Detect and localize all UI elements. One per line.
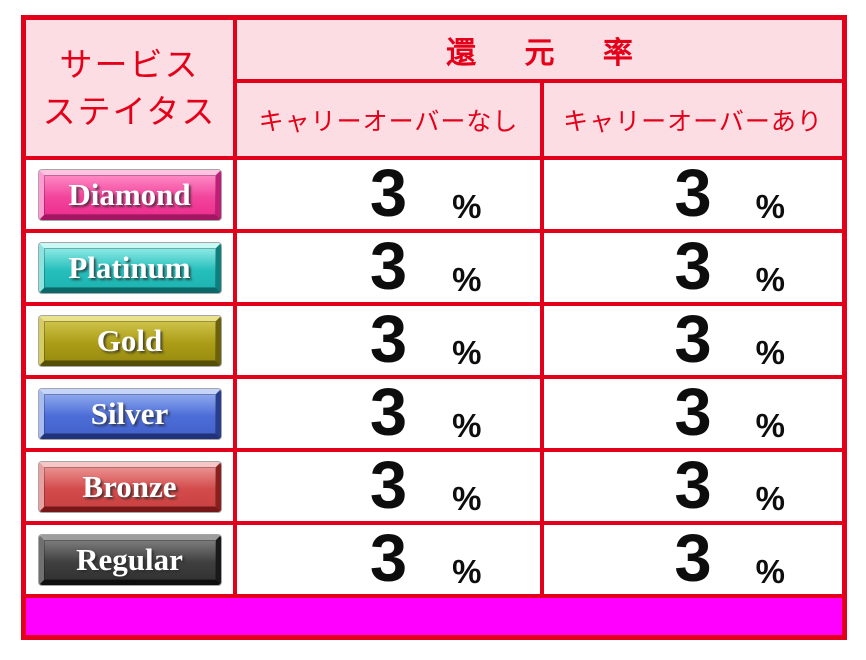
- value-cell-regular-no-carryover: 3 %: [237, 525, 540, 594]
- tier-badge-regular: Regular: [38, 534, 221, 585]
- tier-cell-gold: Gold: [26, 306, 233, 375]
- percent-sign: %: [452, 261, 482, 298]
- rate-number: 3: [369, 520, 408, 596]
- percent-sign: %: [755, 334, 785, 371]
- tier-badge-bronze: Bronze: [38, 461, 221, 512]
- tier-cell-regular: Regular: [26, 525, 233, 594]
- corner-header-service-status: サービス ステイタス: [26, 20, 233, 156]
- percent-sign: %: [755, 407, 785, 444]
- tier-badge-diamond: Diamond: [38, 169, 221, 220]
- rate-number: 3: [369, 155, 408, 231]
- percent-sign: %: [755, 188, 785, 225]
- percent-sign: %: [452, 407, 482, 444]
- value-cell-silver-no-carryover: 3 %: [237, 379, 540, 448]
- rate-number: 3: [674, 301, 712, 377]
- rate-number: 3: [674, 374, 712, 450]
- value-cell-diamond-with-carryover: 3 %: [544, 160, 842, 229]
- subheader-with-carryover: キャリーオーバーあり: [544, 83, 842, 156]
- value-cell-diamond-no-carryover: 3 %: [237, 160, 540, 229]
- value-cell-gold-no-carryover: 3 %: [237, 306, 540, 375]
- tier-badge-platinum: Platinum: [38, 242, 221, 293]
- corner-header-line2: ステイタス: [42, 93, 217, 130]
- tier-cell-diamond: Diamond: [26, 160, 233, 229]
- rate-number: 3: [674, 155, 712, 231]
- rate-number: 3: [369, 301, 408, 377]
- value-cell-regular-with-carryover: 3 %: [544, 525, 842, 594]
- value-cell-bronze-no-carryover: 3 %: [237, 452, 540, 521]
- percent-sign: %: [755, 480, 785, 517]
- group-header-rate: 還 元 率: [237, 20, 842, 79]
- rate-number: 3: [369, 374, 408, 450]
- rate-number: 3: [674, 520, 712, 596]
- rate-number: 3: [369, 447, 408, 523]
- tier-badge-silver: Silver: [38, 388, 221, 439]
- subheader-no-carryover: キャリーオーバーなし: [237, 83, 540, 156]
- tier-cell-bronze: Bronze: [26, 452, 233, 521]
- percent-sign: %: [755, 261, 785, 298]
- tier-badge-gold: Gold: [38, 315, 221, 366]
- tier-cell-silver: Silver: [26, 379, 233, 448]
- value-cell-platinum-no-carryover: 3 %: [237, 233, 540, 302]
- value-cell-bronze-with-carryover: 3 %: [544, 452, 842, 521]
- rate-table: サービス ステイタス 還 元 率 キャリーオーバーなし キャリーオーバーあり D…: [21, 15, 847, 640]
- value-cell-silver-with-carryover: 3 %: [544, 379, 842, 448]
- percent-sign: %: [452, 553, 482, 590]
- value-cell-platinum-with-carryover: 3 %: [544, 233, 842, 302]
- corner-header-line1: サービス: [59, 46, 200, 83]
- rate-number: 3: [674, 447, 712, 523]
- percent-sign: %: [452, 480, 482, 517]
- rate-number: 3: [369, 228, 408, 304]
- value-cell-gold-with-carryover: 3 %: [544, 306, 842, 375]
- rate-number: 3: [674, 228, 712, 304]
- percent-sign: %: [452, 188, 482, 225]
- tier-cell-platinum: Platinum: [26, 233, 233, 302]
- footer-magenta-bar: [26, 598, 842, 635]
- percent-sign: %: [452, 334, 482, 371]
- percent-sign: %: [755, 553, 785, 590]
